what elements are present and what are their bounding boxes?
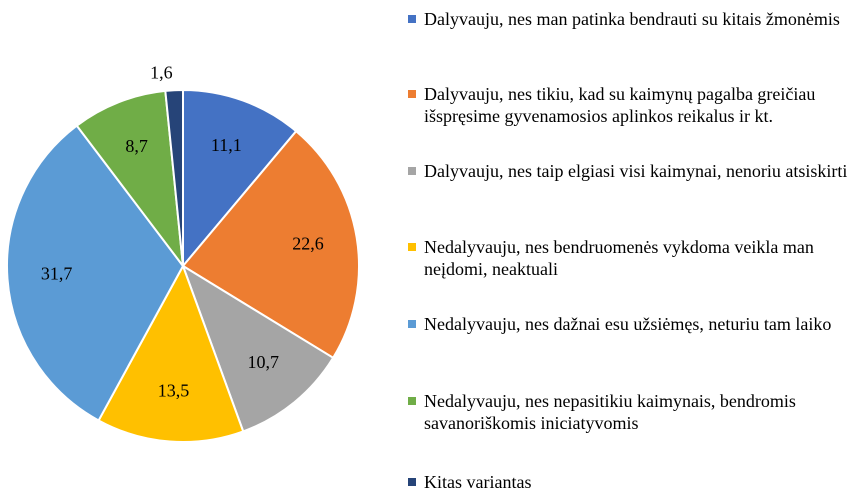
- data-label: 10,7: [247, 352, 279, 372]
- legend-label: Dalyvauju, nes taip elgiasi visi kaimyna…: [424, 161, 848, 181]
- data-label: 13,5: [158, 380, 190, 400]
- pie-slice: [181, 263, 335, 433]
- pie-slice: [97, 263, 245, 443]
- data-label: 8,7: [125, 136, 148, 156]
- pie-slice: [181, 129, 360, 360]
- legend-entry: Nedalyvauju, nes bendruomenės vykdoma ve…: [408, 236, 854, 280]
- legend-entry: Nedalyvauju, nes dažnai esu užsiėmęs, ne…: [408, 313, 854, 335]
- legend-swatch: [408, 320, 416, 328]
- legend-swatch: [408, 243, 416, 251]
- pie-slice: [164, 88, 184, 267]
- legend-label: Nedalyvauju, nes nepasitikiu kaimynais, …: [424, 391, 796, 433]
- legend-label: Kitas variantas: [424, 472, 532, 492]
- legend-entry: Nedalyvauju, nes nepasitikiu kaimynais, …: [408, 390, 854, 434]
- data-label: 22,6: [292, 234, 324, 254]
- pie-slice: [75, 89, 185, 270]
- data-label: 1,6: [150, 62, 173, 82]
- legend-label: Nedalyvauju, nes dažnai esu užsiėmęs, ne…: [424, 314, 832, 334]
- legend-entry: Dalyvauju, nes tikiu, kad su kaimynų pag…: [408, 83, 854, 127]
- legend-label: Dalyvauju, nes man patinka bendrauti su …: [424, 9, 840, 29]
- data-label: 31,7: [41, 263, 73, 283]
- legend-swatch: [408, 90, 416, 98]
- legend-entry: Dalyvauju, nes man patinka bendrauti su …: [408, 8, 854, 30]
- legend-entry: Dalyvauju, nes taip elgiasi visi kaimyna…: [408, 160, 854, 182]
- pie-slice: [182, 88, 298, 269]
- legend-label: Nedalyvauju, nes bendruomenės vykdoma ve…: [424, 237, 814, 279]
- legend-swatch: [408, 397, 416, 405]
- legend-swatch: [408, 167, 416, 175]
- data-label: 11,1: [211, 135, 242, 155]
- legend-swatch: [408, 15, 416, 23]
- legend-swatch: [408, 478, 416, 486]
- pie-slice: [6, 124, 185, 422]
- legend-label: Dalyvauju, nes tikiu, kad su kaimynų pag…: [424, 84, 816, 126]
- legend-entry: Kitas variantas: [408, 471, 854, 493]
